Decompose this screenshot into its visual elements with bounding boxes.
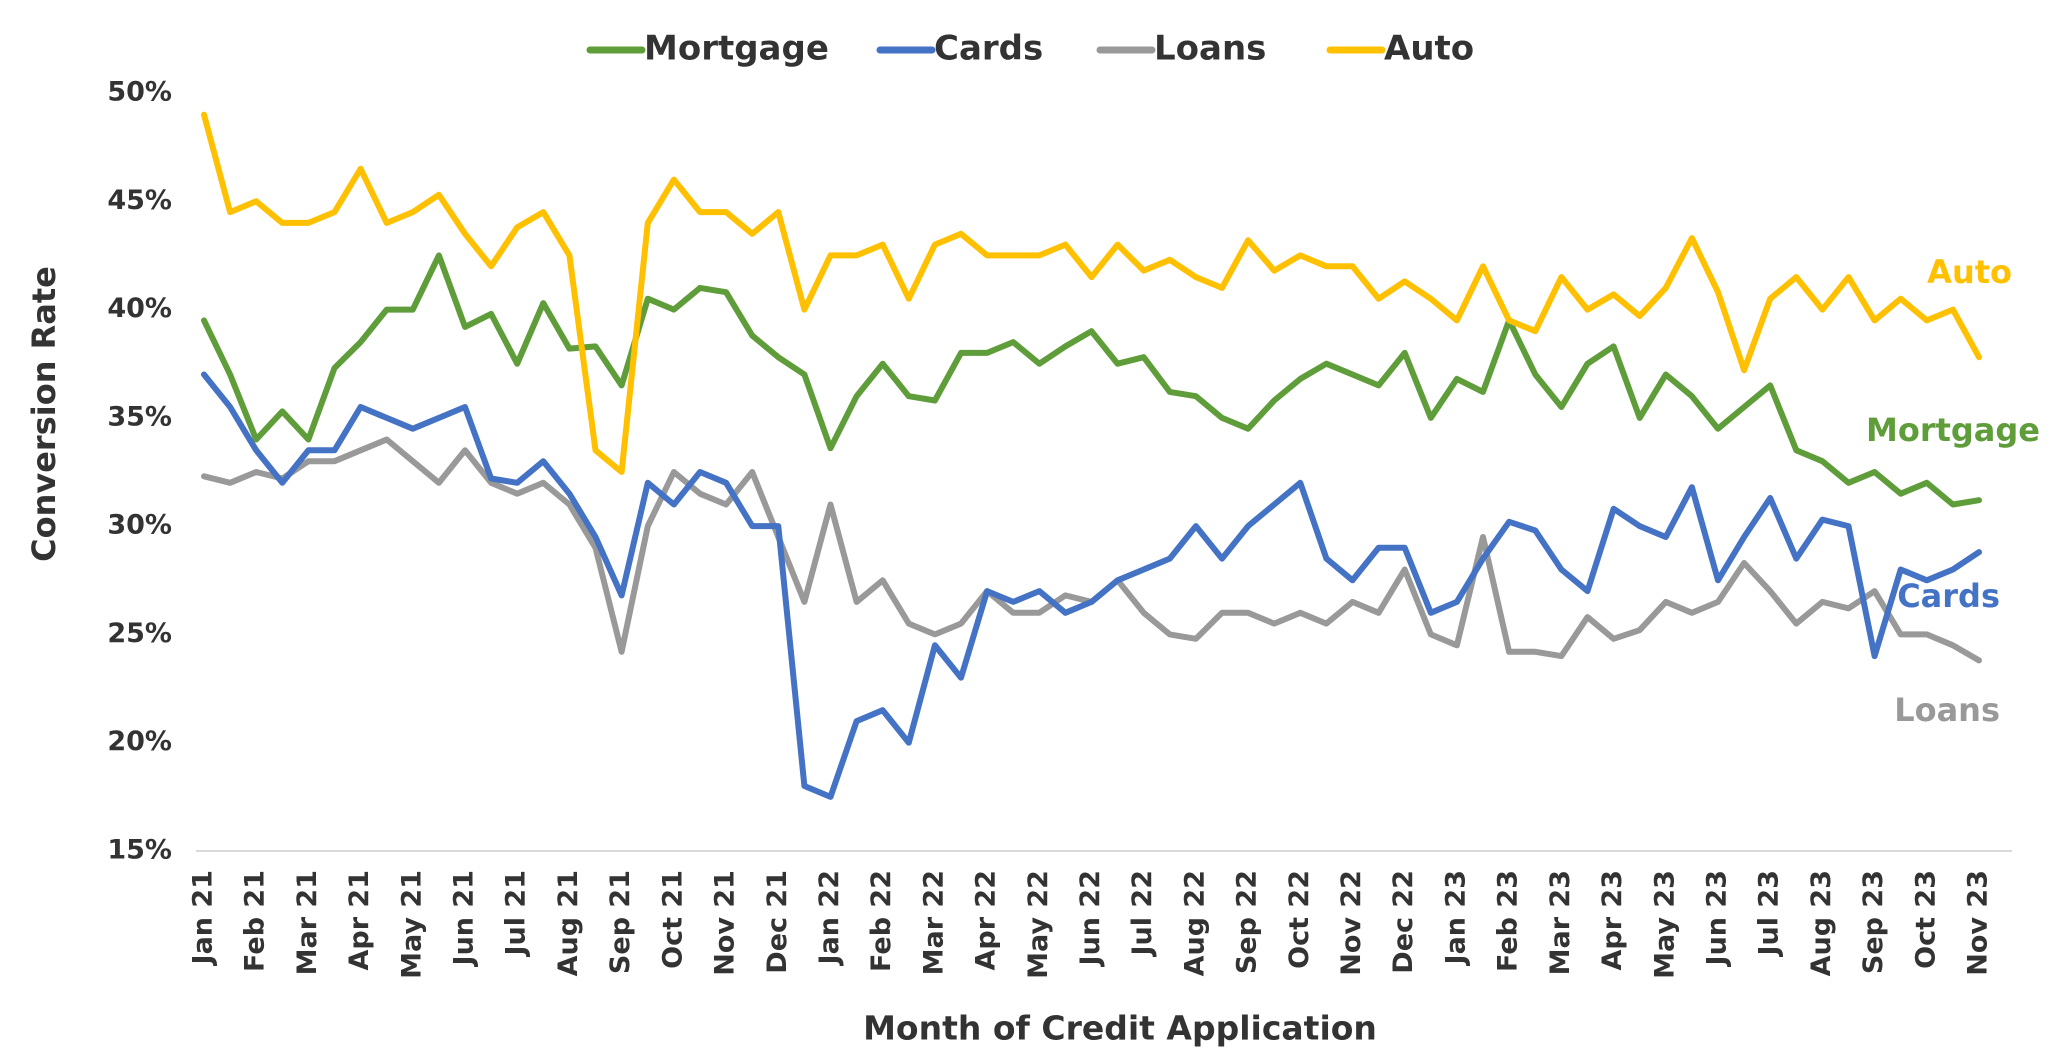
- x-tick-label: Aug 22: [1179, 870, 1210, 976]
- x-tick-label: Aug 21: [553, 870, 584, 976]
- y-tick-label: 50%: [107, 77, 172, 108]
- x-tick-label: Jul 22: [1127, 870, 1158, 958]
- x-tick-label: Jun 21: [449, 870, 480, 967]
- x-tick-label: May 21: [396, 870, 427, 979]
- series-end-label: Auto: [1927, 253, 2012, 291]
- y-tick-label: 35%: [107, 401, 172, 432]
- x-tick-label: Oct 23: [1910, 870, 1941, 969]
- legend-label: Loans: [1154, 29, 1266, 69]
- y-tick-label: 20%: [107, 726, 172, 757]
- x-tick-label: Sep 23: [1858, 870, 1889, 974]
- series-line: [201, 371, 1982, 800]
- legend-label: Cards: [934, 29, 1043, 69]
- x-tick-label: Nov 23: [1963, 870, 1994, 976]
- x-tick-label: Oct 21: [657, 870, 688, 969]
- legend-label: Mortgage: [644, 29, 829, 69]
- y-tick-label: 30%: [107, 510, 172, 541]
- series-line: [201, 252, 1982, 508]
- x-tick-label: Mar 23: [1545, 870, 1576, 975]
- x-tick-label: May 22: [1023, 870, 1054, 979]
- x-tick-label: Dec 21: [762, 870, 793, 974]
- x-tick-label: Apr 23: [1597, 870, 1628, 971]
- y-tick-label: 40%: [107, 293, 172, 324]
- x-tick-label: Jan 21: [188, 870, 219, 966]
- series-line: [201, 436, 1982, 664]
- y-tick-label: 15%: [107, 835, 172, 866]
- series-end-label: Mortgage: [1866, 411, 2040, 449]
- x-tick-label: Feb 21: [240, 870, 271, 972]
- x-tick-label: Aug 23: [1806, 870, 1837, 976]
- x-tick-label: Jun 23: [1701, 870, 1732, 967]
- legend-label: Auto: [1384, 29, 1474, 69]
- series-line: [201, 111, 1982, 475]
- x-tick-label: Jun 22: [1075, 870, 1106, 967]
- x-tick-label: Nov 21: [710, 870, 741, 976]
- y-tick-label: 45%: [107, 185, 172, 216]
- x-tick-label: May 23: [1649, 870, 1680, 979]
- x-tick-label: Dec 22: [1388, 870, 1419, 974]
- x-tick-label: Apr 21: [344, 870, 375, 971]
- y-axis-title: Conversion Rate: [25, 266, 63, 562]
- x-tick-label: Feb 22: [866, 870, 897, 972]
- x-tick-label: Feb 23: [1493, 870, 1524, 972]
- y-tick-label: 25%: [107, 618, 172, 649]
- x-tick-label: Mar 22: [918, 870, 949, 975]
- x-tick-label: Sep 22: [1232, 870, 1263, 974]
- x-tick-label: Mar 21: [292, 870, 323, 975]
- x-tick-label: Sep 21: [605, 870, 636, 974]
- x-tick-label: Jan 22: [814, 870, 845, 966]
- series-end-label: Loans: [1894, 691, 2000, 729]
- x-tick-label: Nov 22: [1336, 870, 1367, 976]
- series-end-label: Cards: [1897, 577, 2000, 615]
- x-tick-label: Jul 21: [501, 870, 532, 958]
- x-tick-label: Jan 23: [1440, 870, 1471, 966]
- x-tick-label: Oct 22: [1284, 870, 1315, 969]
- x-axis-title: Month of Credit Application: [863, 1009, 1377, 1048]
- x-tick-label: Apr 22: [971, 870, 1002, 971]
- x-tick-label: Jul 23: [1754, 870, 1785, 958]
